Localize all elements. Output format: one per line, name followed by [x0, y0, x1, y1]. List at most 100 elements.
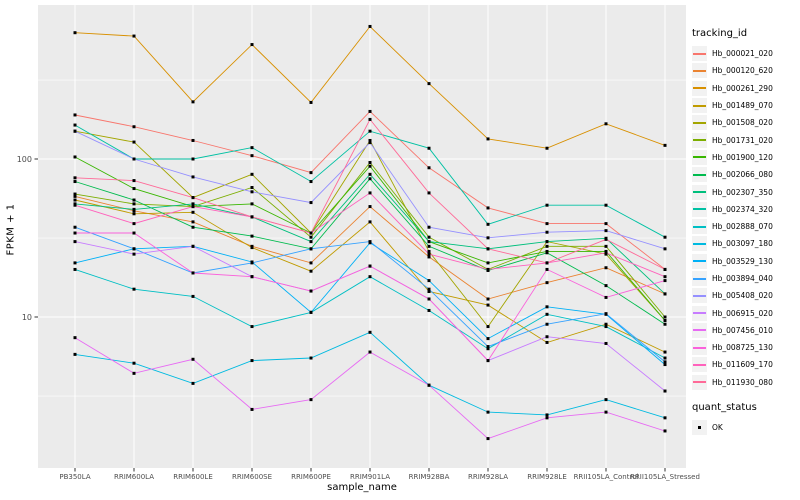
data-point	[73, 176, 77, 180]
legend-item-Hb_000120_620: Hb_000120_620	[692, 62, 798, 79]
data-point	[132, 287, 136, 291]
legend-item-Hb_003097_180: Hb_003097_180	[692, 235, 798, 252]
data-point	[132, 252, 136, 256]
legend-item-label: Hb_002307_350	[712, 187, 773, 197]
data-point	[663, 363, 667, 367]
legend-item-Hb_001900_120: Hb_001900_120	[692, 149, 798, 166]
data-point	[73, 225, 77, 229]
x-tick-label: RRIM600LA	[114, 473, 154, 481]
data-point	[250, 234, 254, 238]
y-tick-label: 10	[22, 313, 32, 322]
data-point	[368, 240, 372, 244]
legend-item-label: Hb_001489_070	[712, 101, 773, 111]
data-point	[309, 289, 313, 293]
data-point	[427, 235, 431, 239]
data-point	[191, 381, 195, 385]
data-point	[309, 180, 313, 184]
legend-item-Hb_000021_020: Hb_000021_020	[692, 45, 798, 62]
data-point	[545, 261, 549, 265]
data-point	[73, 129, 77, 133]
data-point	[604, 398, 608, 402]
data-point	[309, 100, 313, 104]
data-point	[250, 190, 254, 194]
data-point	[604, 251, 608, 255]
legend-item-label: Hb_003894_040	[712, 274, 773, 283]
data-point	[191, 271, 195, 275]
data-point	[73, 203, 77, 207]
legend-key-swatch	[692, 167, 707, 183]
legend-key-swatch	[692, 271, 707, 286]
data-point	[73, 336, 77, 340]
data-point	[604, 222, 608, 226]
legend-key-swatch	[692, 80, 707, 96]
data-point	[427, 297, 431, 301]
data-point	[309, 235, 313, 239]
series-color-line-icon	[693, 52, 706, 55]
legend-item-label: Hb_000120_620	[712, 66, 773, 76]
data-point	[73, 180, 77, 184]
data-point	[309, 171, 313, 175]
y-tick-label: 100	[17, 155, 32, 164]
data-point	[427, 244, 431, 248]
data-point	[545, 230, 549, 234]
data-point	[604, 203, 608, 207]
legend-item-Hb_002066_080: Hb_002066_080	[692, 166, 798, 183]
data-point	[604, 266, 608, 270]
data-point	[132, 202, 136, 206]
data-point	[368, 129, 372, 133]
data-point	[309, 356, 313, 360]
data-point	[191, 357, 195, 361]
data-point	[604, 325, 608, 329]
data-point	[132, 371, 136, 375]
x-tick-label: RRIM928BA	[409, 473, 450, 481]
data-point	[427, 287, 431, 291]
data-point	[545, 413, 549, 417]
data-point	[427, 279, 431, 283]
data-point	[545, 146, 549, 150]
data-point	[663, 319, 667, 323]
legend-item-label: OK	[712, 423, 723, 433]
series-color-line-icon	[693, 139, 706, 142]
legend-key-swatch	[692, 305, 707, 321]
data-point	[309, 269, 313, 273]
data-point	[250, 261, 254, 265]
panel-background	[38, 5, 686, 468]
data-point	[486, 236, 490, 240]
legend-item-label: Hb_001900_120	[712, 152, 773, 162]
series-color-line-icon	[693, 121, 706, 124]
data-point	[663, 143, 667, 147]
data-point	[73, 352, 77, 356]
data-point	[545, 340, 549, 344]
legend-item-Hb_001489_070: Hb_001489_070	[692, 97, 798, 114]
legend-item-label: Hb_001731_020	[712, 135, 773, 145]
data-point	[132, 207, 136, 211]
data-point	[191, 196, 195, 200]
data-point	[663, 315, 667, 319]
data-point	[250, 186, 254, 190]
data-point	[663, 279, 667, 283]
data-point	[191, 294, 195, 298]
data-point	[368, 205, 372, 209]
data-point	[132, 157, 136, 161]
data-point	[604, 122, 608, 126]
legend-item-label: Hb_002374_320	[712, 204, 773, 214]
series-color-line-icon	[693, 329, 706, 332]
legend-key-swatch	[692, 149, 707, 165]
legend-item-Hb_002888_070: Hb_002888_070	[692, 218, 798, 235]
data-point	[427, 249, 431, 253]
data-point	[191, 225, 195, 229]
data-point	[368, 117, 372, 121]
data-point	[73, 231, 77, 235]
data-point	[604, 341, 608, 345]
data-point	[486, 303, 490, 307]
legend-item-Hb_003894_040: Hb_003894_040	[692, 270, 798, 287]
data-point	[486, 297, 490, 301]
data-point	[604, 237, 608, 241]
data-point	[73, 194, 77, 198]
data-point	[486, 347, 490, 351]
data-point	[663, 322, 667, 326]
data-point	[368, 275, 372, 279]
data-point	[545, 281, 549, 285]
x-axis-title: sample_name	[327, 482, 397, 493]
data-point	[427, 255, 431, 259]
